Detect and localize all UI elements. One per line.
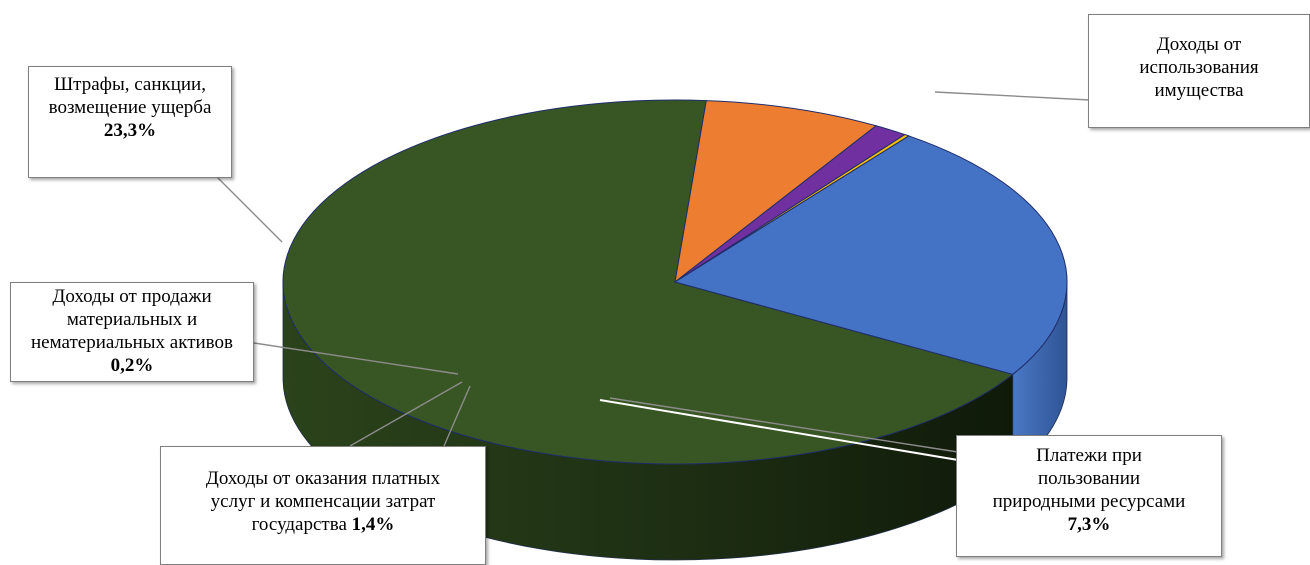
callout-assets: Доходы от продажи материальных и нематер… bbox=[10, 282, 254, 382]
slice-natural bbox=[674, 100, 878, 284]
callout-services-line3: государства bbox=[251, 514, 347, 535]
callout-property: Доходы от использования имущества bbox=[1088, 14, 1310, 128]
callout-services-line2: услуг и компенсации затрат bbox=[210, 491, 436, 512]
leader-line bbox=[443, 385, 471, 447]
callout-assets-line3: нематериальных активов bbox=[31, 332, 233, 353]
leader-lines bbox=[191, 91, 1091, 461]
callout-natural: Платежи при пользовании природными ресур… bbox=[956, 435, 1222, 557]
slice-fines bbox=[673, 135, 1068, 375]
callout-natural-line2: пользовании bbox=[1037, 468, 1141, 489]
callout-fines-line1: Штрафы, санкции, bbox=[54, 74, 206, 95]
leader-line bbox=[609, 397, 959, 453]
callout-property-line1: Доходы от bbox=[1156, 34, 1242, 55]
slice-property bbox=[282, 99, 1014, 465]
callout-assets-pct: 0,2% bbox=[110, 355, 154, 376]
callout-natural-line3: природными ресурсами bbox=[992, 491, 1186, 512]
callout-fines: Штрафы, санкции, возмещение ущерба 23,3% bbox=[28, 66, 232, 178]
leader-line bbox=[349, 381, 463, 447]
callout-fines-pct: 23,3% bbox=[103, 120, 157, 141]
leader-line bbox=[253, 342, 459, 375]
leader-line bbox=[599, 399, 959, 461]
callout-natural-pct: 7,3% bbox=[1067, 514, 1111, 535]
pie-tops bbox=[282, 99, 1068, 465]
callout-natural-line1: Платежи при bbox=[1036, 445, 1142, 466]
leader-line bbox=[934, 91, 1091, 101]
callout-fines-line2: возмещение ущерба bbox=[48, 97, 212, 118]
callout-services-line3-row: государства 1,4% bbox=[167, 513, 479, 536]
callout-property-line3: имущества bbox=[1154, 80, 1244, 101]
callout-property-line2: использования bbox=[1139, 57, 1259, 78]
callout-assets-line2: материальных и bbox=[66, 309, 198, 330]
callout-services-line1: Доходы от оказания платных bbox=[205, 468, 441, 489]
callout-assets-line1: Доходы от продажи bbox=[52, 286, 212, 307]
callout-services-pct: 1,4% bbox=[351, 514, 395, 535]
callout-services: Доходы от оказания платных услуг и компе… bbox=[160, 446, 486, 565]
